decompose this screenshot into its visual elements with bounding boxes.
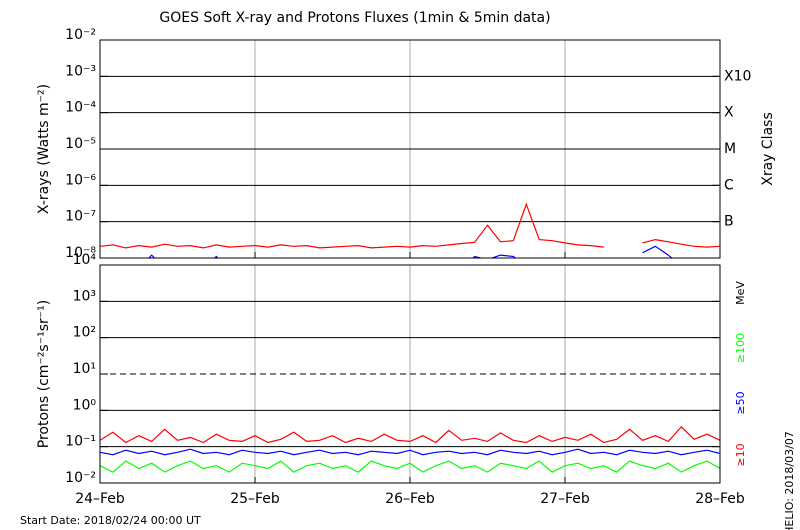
x-tick-label: 27–Feb [540,491,590,507]
legend-entry: ≥100 [734,333,747,363]
class-label: C [724,177,734,193]
plot-frame [99,264,721,484]
y-tick-label: 10⁻³ [65,63,96,79]
y-tick-label: 10⁻⁷ [65,209,96,225]
series-group [100,426,720,473]
y-tick-label: 10⁻⁶ [65,172,96,188]
y-tick-label: 10⁻⁵ [65,136,96,152]
start-date: Start Date: 2018/02/24 00:00 UT [20,514,201,527]
class-label: X [724,105,734,121]
x-tick-label: 28–Feb [695,491,745,507]
y-tick-label: 10⁻⁸ [65,245,96,261]
y-tick-label: 10⁴ [73,252,97,268]
series-line [148,245,673,258]
class-label: B [724,214,734,230]
y2-axis-label: Xray Class [760,112,776,186]
series-group [100,202,720,258]
series-line [100,426,720,444]
y-tick-label: 10¹ [73,361,96,377]
y-tick-label: 10⁻² [65,27,96,43]
class-label: M [724,141,736,157]
legend-title: MeV [734,281,747,305]
y-tick-label: 10⁰ [73,397,97,413]
x-tick-label: 25–Feb [230,491,280,507]
x-tick-label: 26–Feb [385,491,435,507]
series-line [100,202,720,249]
y-axis-label: X-rays (Watts m⁻²) [36,84,52,214]
legend-entry: ≥10 [734,443,747,466]
y-tick-label: 10³ [73,288,96,304]
series-line [100,460,720,473]
y-axis-label: Protons (cm⁻²s⁻¹sr⁻¹) [36,300,52,449]
y-tick-label: 10⁻¹ [65,434,96,450]
chart-title: GOES Soft X-ray and Protons Fluxes (1min… [159,10,550,26]
x-tick-label: 24–Feb [75,491,125,507]
y-tick-label: 10⁻² [65,470,96,486]
series-line [100,448,720,456]
y-tick-label: 10⁻⁴ [65,100,96,116]
credit: HELIO: 2018/03/07 [783,431,796,530]
y-tick-label: 10² [73,325,96,341]
plot-frame [99,39,721,259]
class-label: X10 [724,68,751,84]
legend-entry: ≥50 [734,391,747,414]
